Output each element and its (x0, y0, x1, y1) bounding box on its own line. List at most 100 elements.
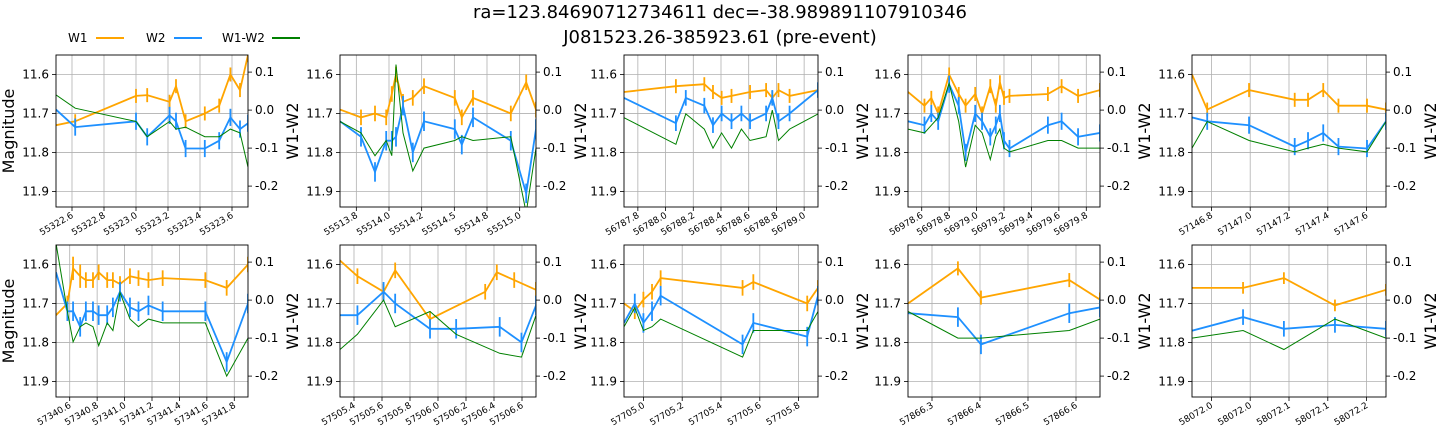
xtick-label: 58072.1 (1294, 401, 1331, 428)
ytick-label: 11.9 (590, 184, 617, 198)
y2tick-label: 0.0 (825, 103, 844, 117)
ylabel-magnitude: Magnitude (0, 279, 18, 364)
series-group (624, 270, 818, 358)
xtick-label: 55322.8 (70, 211, 107, 238)
y2tick-label: 0.1 (255, 255, 274, 269)
ytick-label: 11.6 (874, 257, 901, 271)
xtick-label: 55322.6 (38, 211, 75, 238)
ytick-label: 11.6 (306, 67, 333, 81)
xtick-label: 58072.0 (1178, 401, 1215, 428)
y2tick-label: -0.2 (825, 369, 848, 383)
ytick-label: 11.6 (22, 67, 49, 81)
panel-6: 11.611.711.811.90.10.0-0.1-0.257340.6573… (0, 244, 302, 428)
y2tick-label: -0.2 (1107, 369, 1130, 383)
y2label-w1-w2: W1-W2 (1421, 102, 1440, 159)
xtick-label: 57866.5 (994, 401, 1031, 428)
panel-frame (1191, 54, 1387, 208)
y2tick-label: 0.0 (255, 293, 274, 307)
ytick-label: 11.7 (22, 106, 49, 120)
series-w1-w2-line (1192, 318, 1386, 351)
xtick-label: 57866.3 (898, 401, 935, 428)
xtick-label: 55514.0 (355, 211, 392, 238)
ytick-label: 11.7 (590, 106, 617, 120)
series-w1-w2-line (624, 109, 818, 150)
series-w2-line (56, 108, 248, 150)
y2tick-label: -0.1 (543, 141, 566, 155)
xtick-label: 57705.8 (765, 401, 802, 428)
panel-3: 11.611.711.811.90.10.0-0.1-0.256787.8567… (590, 54, 872, 238)
y2tick-label: -0.2 (255, 179, 278, 193)
y2tick-label: 0.0 (255, 103, 274, 117)
y2tick-label: -0.1 (255, 331, 278, 345)
y2tick-label: 0.0 (543, 103, 562, 117)
y2tick-label: 0.1 (825, 255, 844, 269)
legend-label-w1-w2: W1-W2 (222, 31, 265, 45)
y2tick-label: -0.1 (825, 331, 848, 345)
xtick-label: 57705.2 (648, 401, 685, 428)
xtick-label: 55514.5 (421, 211, 458, 238)
series-w1-line (340, 74, 536, 120)
y2tick-label: 0.1 (255, 65, 274, 79)
y2tick-label: 0.0 (1107, 293, 1126, 307)
ylabel-magnitude: Magnitude (0, 89, 18, 174)
y2tick-label: 0.0 (825, 293, 844, 307)
series-group (624, 77, 818, 150)
y2tick-label: -0.1 (1107, 331, 1130, 345)
y2tick-label: 0.1 (825, 65, 844, 79)
y2tick-label: -0.2 (825, 179, 848, 193)
y2tick-label: 0.1 (1393, 255, 1412, 269)
y2tick-label: -0.1 (543, 331, 566, 345)
xtick-label: 55515.0 (486, 211, 523, 238)
ytick-label: 11.6 (22, 257, 49, 271)
xtick-label: 55513.8 (323, 211, 360, 238)
y2label-w1-w2: W1-W2 (853, 292, 872, 349)
xtick-label: 55323.0 (102, 211, 139, 238)
panel-frame (55, 54, 249, 208)
y2tick-label: 0.0 (1393, 103, 1412, 117)
y2tick-label: -0.2 (543, 369, 566, 383)
ytick-label: 11.7 (874, 106, 901, 120)
ytick-label: 11.9 (22, 374, 49, 388)
xtick-label: 57147.6 (1333, 211, 1370, 238)
y2tick-label: -0.1 (1393, 141, 1416, 155)
ytick-label: 11.9 (874, 184, 901, 198)
y2tick-label: -0.2 (1393, 179, 1416, 193)
y2label-w1-w2: W1-W2 (571, 102, 590, 159)
y2tick-label: -0.2 (1393, 369, 1416, 383)
xtick-label: 58072.2 (1333, 401, 1370, 428)
y2label-w1-w2: W1-W2 (1135, 102, 1154, 159)
y2tick-label: 0.0 (1107, 103, 1126, 117)
xtick-label: 57866.4 (946, 401, 983, 428)
panel-frame (907, 54, 1101, 208)
panel-frame (339, 244, 537, 398)
ytick-label: 11.9 (22, 184, 49, 198)
ytick-label: 11.7 (306, 106, 333, 120)
ytick-label: 11.6 (590, 67, 617, 81)
y2label-w1-w2: W1-W2 (853, 102, 872, 159)
panel-frame (623, 54, 819, 208)
y2label-w1-w2: W1-W2 (283, 102, 302, 159)
ytick-label: 11.7 (22, 296, 49, 310)
ytick-label: 11.9 (1158, 184, 1185, 198)
series-w1-line (624, 83, 818, 100)
series-w1-w2-line (340, 64, 536, 207)
panel-9: 11.6 11.7 11.8 11.9 0.1 0.0 -0.1 -0.2 57866.3 578… (874, 244, 1154, 428)
ytick-label: 11.8 (306, 145, 333, 159)
series-group (340, 64, 536, 207)
xtick-label: 55514.2 (388, 211, 425, 238)
xtick-label: 58072.1 (1255, 401, 1292, 428)
ytick-label: 11.9 (590, 374, 617, 388)
ytick-label: 11.7 (1158, 106, 1185, 120)
xtick-label: 57147.2 (1255, 211, 1292, 238)
y2tick-label: 0.1 (543, 65, 562, 79)
xtick-label: 55323.2 (134, 211, 171, 238)
xtick-label: 57146.8 (1178, 211, 1215, 238)
ytick-label: 11.8 (874, 145, 901, 159)
xtick-label: 57705.6 (726, 401, 763, 428)
series-w2-line (908, 306, 1100, 346)
ytick-label: 11.7 (306, 296, 333, 310)
xtick-label: 57147.4 (1294, 211, 1331, 238)
y2tick-label: -0.1 (825, 141, 848, 155)
ytick-label: 11.8 (590, 145, 617, 159)
